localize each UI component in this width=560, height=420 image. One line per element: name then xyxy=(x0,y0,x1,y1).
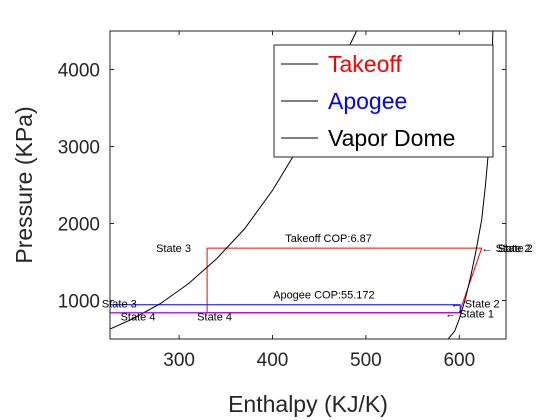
annotation-label: ← State 2 xyxy=(482,243,531,255)
axis-ticks: 300 400 500 600 1000 2000 3000 4000 xyxy=(58,31,506,371)
x-tick-label: 300 xyxy=(163,350,195,371)
annotation-label: ← State 1 xyxy=(445,308,494,320)
annotation-label: State 4 xyxy=(197,312,232,324)
y-axis-label: Pressure (KPa) xyxy=(11,106,37,263)
annotation-label: State 4 xyxy=(121,312,156,324)
x-tick-label: 400 xyxy=(257,350,289,371)
legend-label: Vapor Dome xyxy=(328,125,455,151)
annotation-label: State 3 xyxy=(156,243,191,255)
y-tick-label: 4000 xyxy=(58,61,100,82)
y-tick-label: 1000 xyxy=(58,292,100,313)
x-axis-label: Enthalpy (KJ/K) xyxy=(228,391,388,417)
annotations: Takeoff COP:6.87 Apogee COP:55.172 State 3… xyxy=(102,233,533,324)
annotation-label: ← State 2 xyxy=(451,298,500,310)
annotation-label: Apogee COP:55.172 xyxy=(273,290,375,302)
legend-label: Apogee xyxy=(328,88,407,114)
legend-label: Takeoff xyxy=(328,51,402,77)
plot-frame xyxy=(109,30,507,340)
legend: Takeoff Apogee Vapor Dome xyxy=(273,44,494,158)
x-tick-label: 600 xyxy=(443,350,475,371)
annotation-label: State 3 xyxy=(102,298,137,310)
annotation-label: Takeoff COP:6.87 xyxy=(285,233,372,245)
y-tick-label: 3000 xyxy=(58,138,100,159)
annotation-label: State 2 xyxy=(498,243,533,255)
x-tick-label: 500 xyxy=(350,350,382,371)
y-tick-label: 2000 xyxy=(58,215,100,236)
